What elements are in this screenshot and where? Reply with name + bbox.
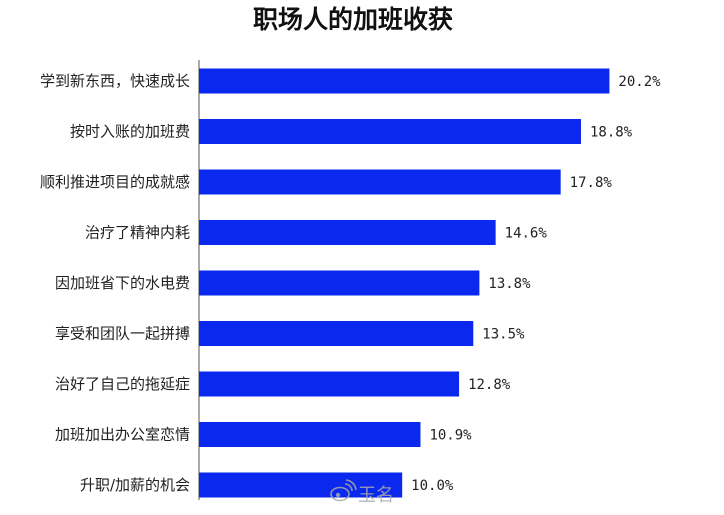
bar-3 [199,169,561,195]
bar-5 [199,270,480,296]
category-label-7: 治好了自己的拖延症 [55,375,190,393]
bar-9 [199,472,403,498]
weibo-icon [330,479,357,502]
category-label-6: 享受和团队一起拼搏 [55,325,190,343]
value-label-7: 12.8% [468,377,511,393]
category-label-5: 因加班省下的水电费 [55,274,190,292]
value-label-4: 14.6% [505,226,548,242]
category-label-1: 学到新东西，快速成长 [40,72,190,90]
value-label-5: 13.8% [488,276,531,292]
category-label-2: 按时入账的加班费 [70,123,190,141]
watermark-text: 玉名 [358,485,394,506]
value-labels: 20.2% 18.8% 17.8% 14.6% 13.8% 13.5% 12.8% 10.9%… [411,74,661,494]
chart-title: 职场人的加班收获 [253,5,453,34]
category-label-4: 治疗了精神内耗 [85,224,190,242]
value-label-3: 17.8% [570,175,613,191]
bar-8 [199,422,421,447]
bar-4 [199,220,496,245]
category-label-9: 升职/加薪的机会 [80,476,190,494]
bar-2 [199,119,581,144]
category-labels: 学到新东西，快速成长按时入账的加班费顺利推进项目的成就感治疗了精神内耗因加班省下… [40,72,190,494]
value-label-1: 20.2% [618,74,661,90]
bar-1 [199,68,610,94]
value-label-2: 18.8% [590,125,633,141]
value-label-6: 13.5% [482,327,525,343]
watermark: 玉名 [330,479,394,506]
value-label-8: 10.9% [429,428,472,444]
bar-7 [199,371,460,397]
bars-group [199,68,610,498]
bar-6 [199,321,474,346]
category-label-3: 顺利推进项目的成就感 [40,173,190,191]
category-label-8: 加班加出办公室恋情 [55,426,190,444]
value-label-9: 10.0% [411,478,454,494]
